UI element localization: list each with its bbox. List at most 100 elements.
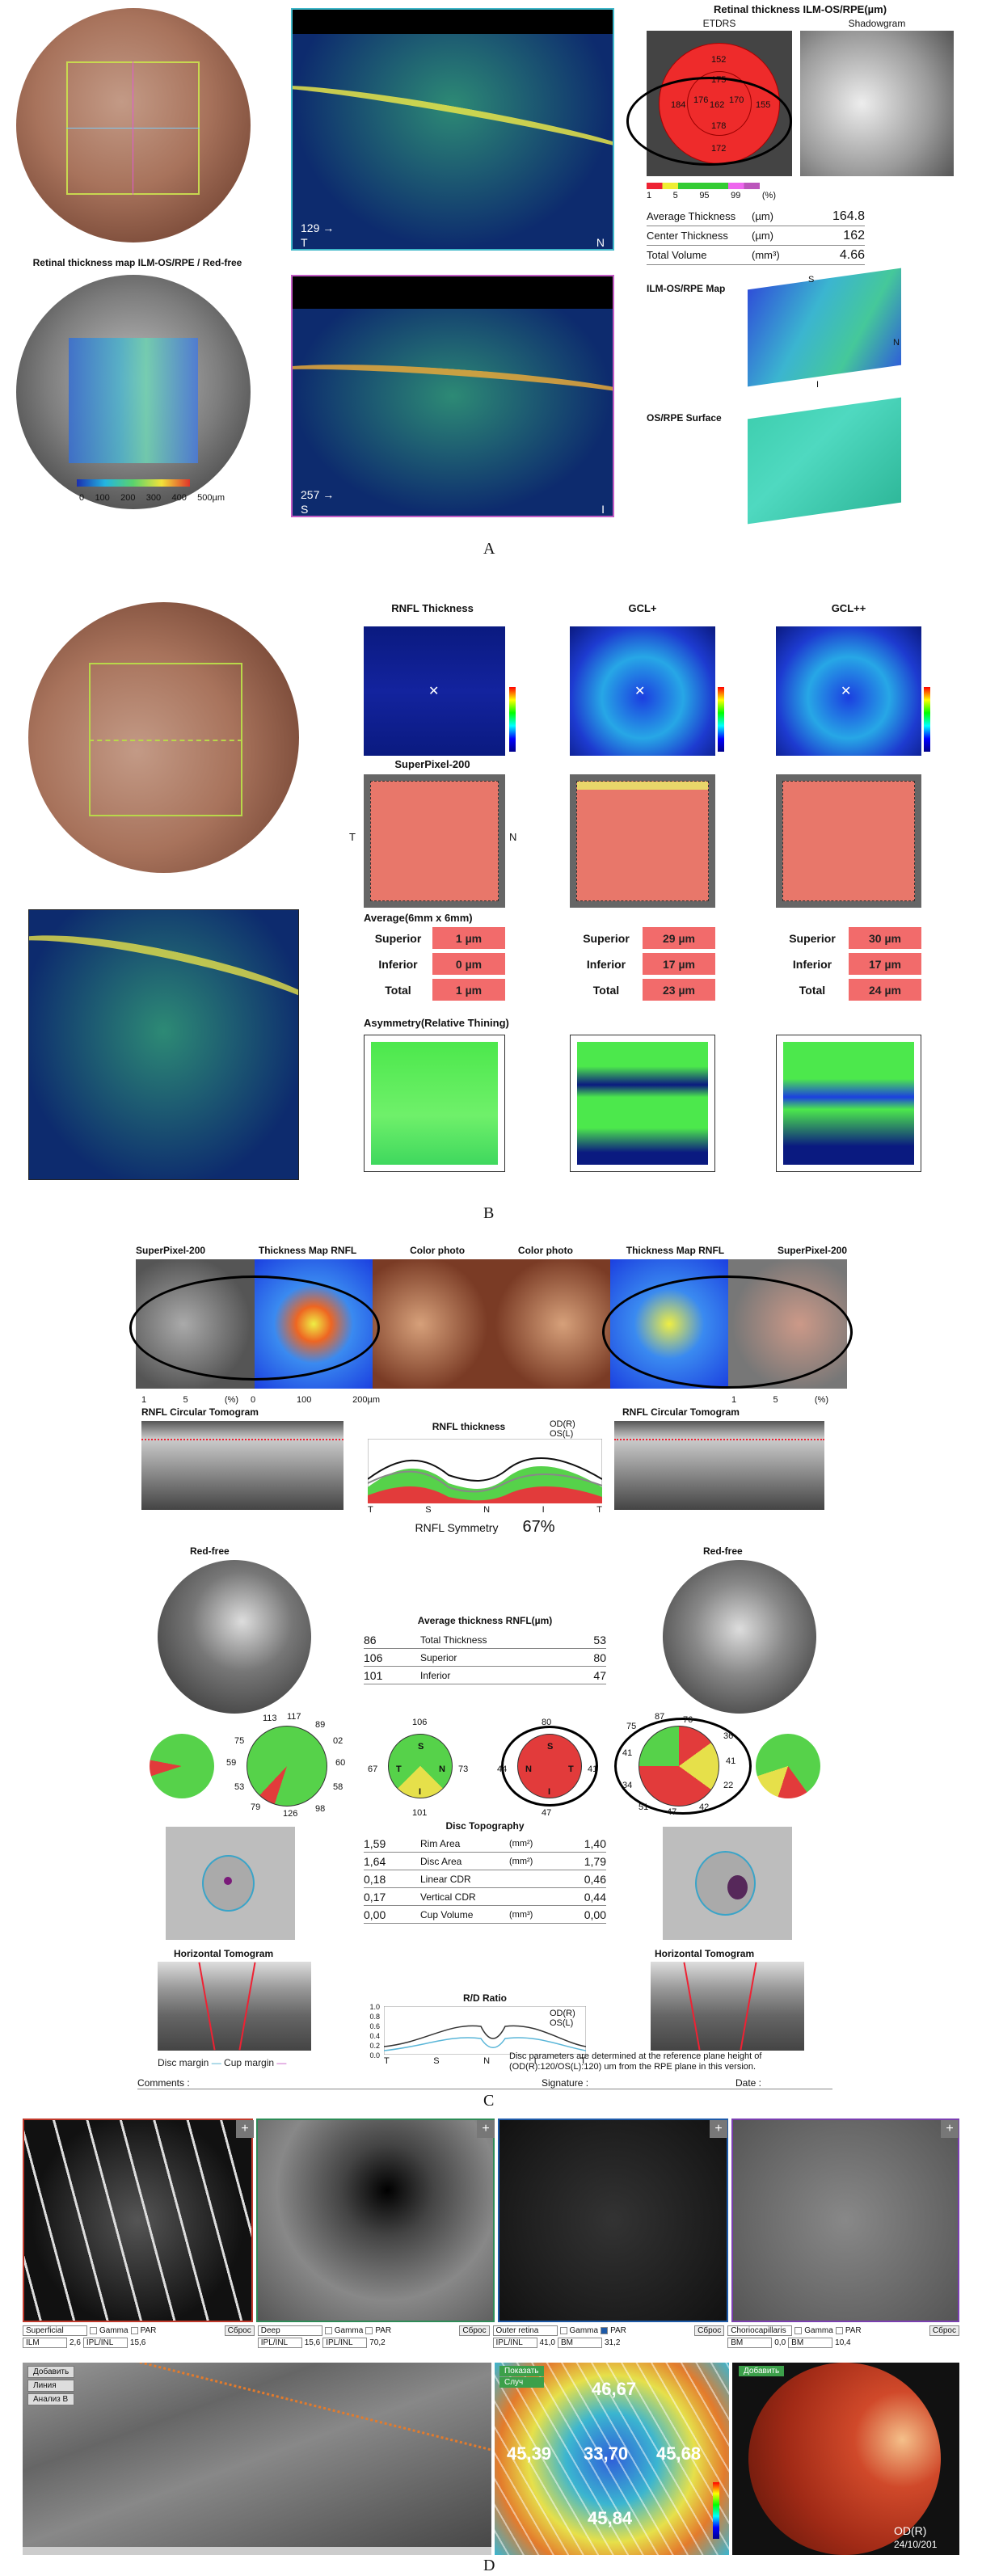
par-checkbox[interactable] (130, 2327, 138, 2334)
from-value[interactable]: 0,0 (774, 2338, 786, 2347)
layer-select[interactable]: Choriocapillaris (727, 2325, 793, 2336)
gamma-checkbox[interactable] (794, 2327, 803, 2334)
reset-button[interactable]: Сброс (694, 2325, 725, 2336)
legend-tick: 1 (141, 1395, 147, 1405)
avg-value: 0 µm (432, 953, 505, 975)
line-button[interactable]: Линия (27, 2380, 75, 2392)
ellipse-clock (614, 1718, 752, 1815)
os-value: 1,79 (584, 1854, 606, 1868)
disc-margin-legend: Disc margin — Cup margin — (158, 2057, 287, 2068)
quad-letter: N (525, 1764, 532, 1774)
avg-label: Inferior (378, 957, 418, 971)
redfree-left (158, 1560, 311, 1714)
os-value: 47 (593, 1668, 606, 1682)
par-checkbox[interactable] (601, 2327, 609, 2334)
axis-tick: 0.6 (369, 2022, 380, 2030)
bscan-scrollbar[interactable] (23, 2547, 491, 2555)
redfree-right (663, 1560, 816, 1714)
asym-title: Asymmetry(Relative Thining) (364, 1017, 509, 1029)
os-value: 1,40 (584, 1836, 606, 1850)
colorbar-ticks-a: 0 100 200 300 400 500µm (79, 493, 225, 503)
add-button[interactable]: Добавить (27, 2366, 75, 2378)
layer-select[interactable]: Outer retina (492, 2325, 558, 2336)
row-label: Cup Volume (420, 1908, 474, 1920)
layer-select[interactable]: Superficial (23, 2325, 87, 2336)
clock-chart-left (247, 1726, 327, 1807)
to-select[interactable]: IPL/INL (322, 2338, 368, 2348)
gamma-checkbox[interactable] (559, 2327, 567, 2334)
from-value[interactable]: 2,6 (70, 2338, 81, 2347)
expand-icon[interactable]: + (236, 2120, 254, 2138)
to-value[interactable]: 15,6 (129, 2338, 146, 2347)
colorbar-b3 (924, 687, 930, 752)
disc-title: Disc Topography (445, 1820, 525, 1832)
superpixel-rnfl (364, 774, 505, 908)
quad-letter: N (439, 1764, 445, 1774)
ellipse-left (129, 1275, 380, 1381)
row-unit: (mm²) (509, 1856, 533, 1866)
expand-icon[interactable]: + (477, 2120, 495, 2138)
cb-tick: 0 (79, 493, 85, 503)
map1-label: ILM-OS/RPE Map (647, 283, 726, 294)
color-fundus-panel: Добавить OD(R) 24/10/201 (732, 2363, 959, 2555)
expand-icon[interactable]: + (710, 2120, 727, 2138)
cb-tick: 400 (171, 493, 187, 503)
quad-val: 101 (412, 1808, 428, 1818)
row-label: Total Thickness (420, 1634, 487, 1646)
from-value[interactable]: 41,0 (539, 2338, 555, 2347)
expand-icon[interactable]: + (941, 2120, 959, 2138)
rd-title: R/D Ratio (463, 1992, 507, 2004)
to-value[interactable]: 10,4 (835, 2338, 851, 2347)
from-select[interactable]: BM (727, 2338, 773, 2348)
add-button[interactable]: Добавить (739, 2366, 785, 2376)
clock-right-labels: 87 76 75 36 41 41 34 51 47 42 22 (622, 1712, 744, 1817)
to-value[interactable]: 31,2 (604, 2338, 621, 2347)
ellipse-quad (501, 1726, 598, 1807)
reset-button[interactable]: Сброс (929, 2325, 959, 2336)
axis-tick: T (384, 2056, 390, 2066)
gamma-checkbox[interactable] (324, 2327, 332, 2334)
par-checkbox[interactable] (835, 2327, 843, 2334)
clock-val: 36 (723, 1731, 734, 1741)
superpixel-gclp (570, 774, 715, 908)
map-button-stack: Показать Случ (499, 2366, 544, 2388)
clock-val: 42 (699, 1802, 710, 1812)
disc-row: 0,18 Linear CDR 0,46 (364, 1870, 606, 1888)
octa-superficial (23, 2119, 253, 2322)
to-select[interactable]: BM (557, 2338, 602, 2348)
from-select[interactable]: ILM (23, 2338, 67, 2348)
to-select[interactable]: IPL/INL (82, 2338, 128, 2348)
clock-val: 59 (226, 1758, 237, 1768)
legend-tick: 1 (647, 191, 652, 200)
par-checkbox[interactable] (365, 2327, 373, 2334)
reset-button[interactable]: Сброс (224, 2325, 255, 2336)
etdrs-label: ETDRS (702, 18, 736, 29)
layer-select[interactable]: Deep (257, 2325, 322, 2336)
analysis-button[interactable]: Анализ В (27, 2393, 75, 2405)
avg-row: Superior 30 µm (776, 927, 921, 949)
scan-date: 24/10/201 (894, 2539, 938, 2550)
note-text: Disc parameters are determined at the re… (509, 2051, 762, 2072)
to-select[interactable]: BM (788, 2338, 833, 2348)
to-value[interactable]: 70,2 (369, 2338, 386, 2347)
reset-button[interactable]: Сброс (459, 2325, 490, 2336)
col-title-gclp: GCL+ (628, 602, 657, 614)
redfree-right-title: Red-free (703, 1545, 743, 1557)
os-value: 0,44 (584, 1890, 606, 1904)
axis-tick: 0.2 (369, 2042, 380, 2050)
show-button[interactable]: Показать (499, 2366, 544, 2376)
from-select[interactable]: IPL/INL (257, 2338, 302, 2348)
top-label: Thickness Map RNFL (258, 1245, 357, 1256)
colorbar-b1 (509, 687, 516, 752)
od-value: 1,64 (364, 1854, 386, 1868)
gamma-checkbox[interactable] (90, 2327, 97, 2334)
from-select[interactable]: IPL/INL (492, 2338, 537, 2348)
panel-b: RNFL Thickness GCL+ GCL++ ✕ ✕ ✕ SuperPix… (0, 566, 982, 1237)
from-value[interactable]: 15,6 (304, 2338, 321, 2347)
row-label: Inferior (420, 1669, 451, 1681)
row-label: Vertical CDR (420, 1891, 476, 1903)
random-button[interactable]: Случ (499, 2377, 544, 2388)
quad-val: 80 (542, 1718, 552, 1727)
clock-val: 53 (234, 1782, 245, 1792)
